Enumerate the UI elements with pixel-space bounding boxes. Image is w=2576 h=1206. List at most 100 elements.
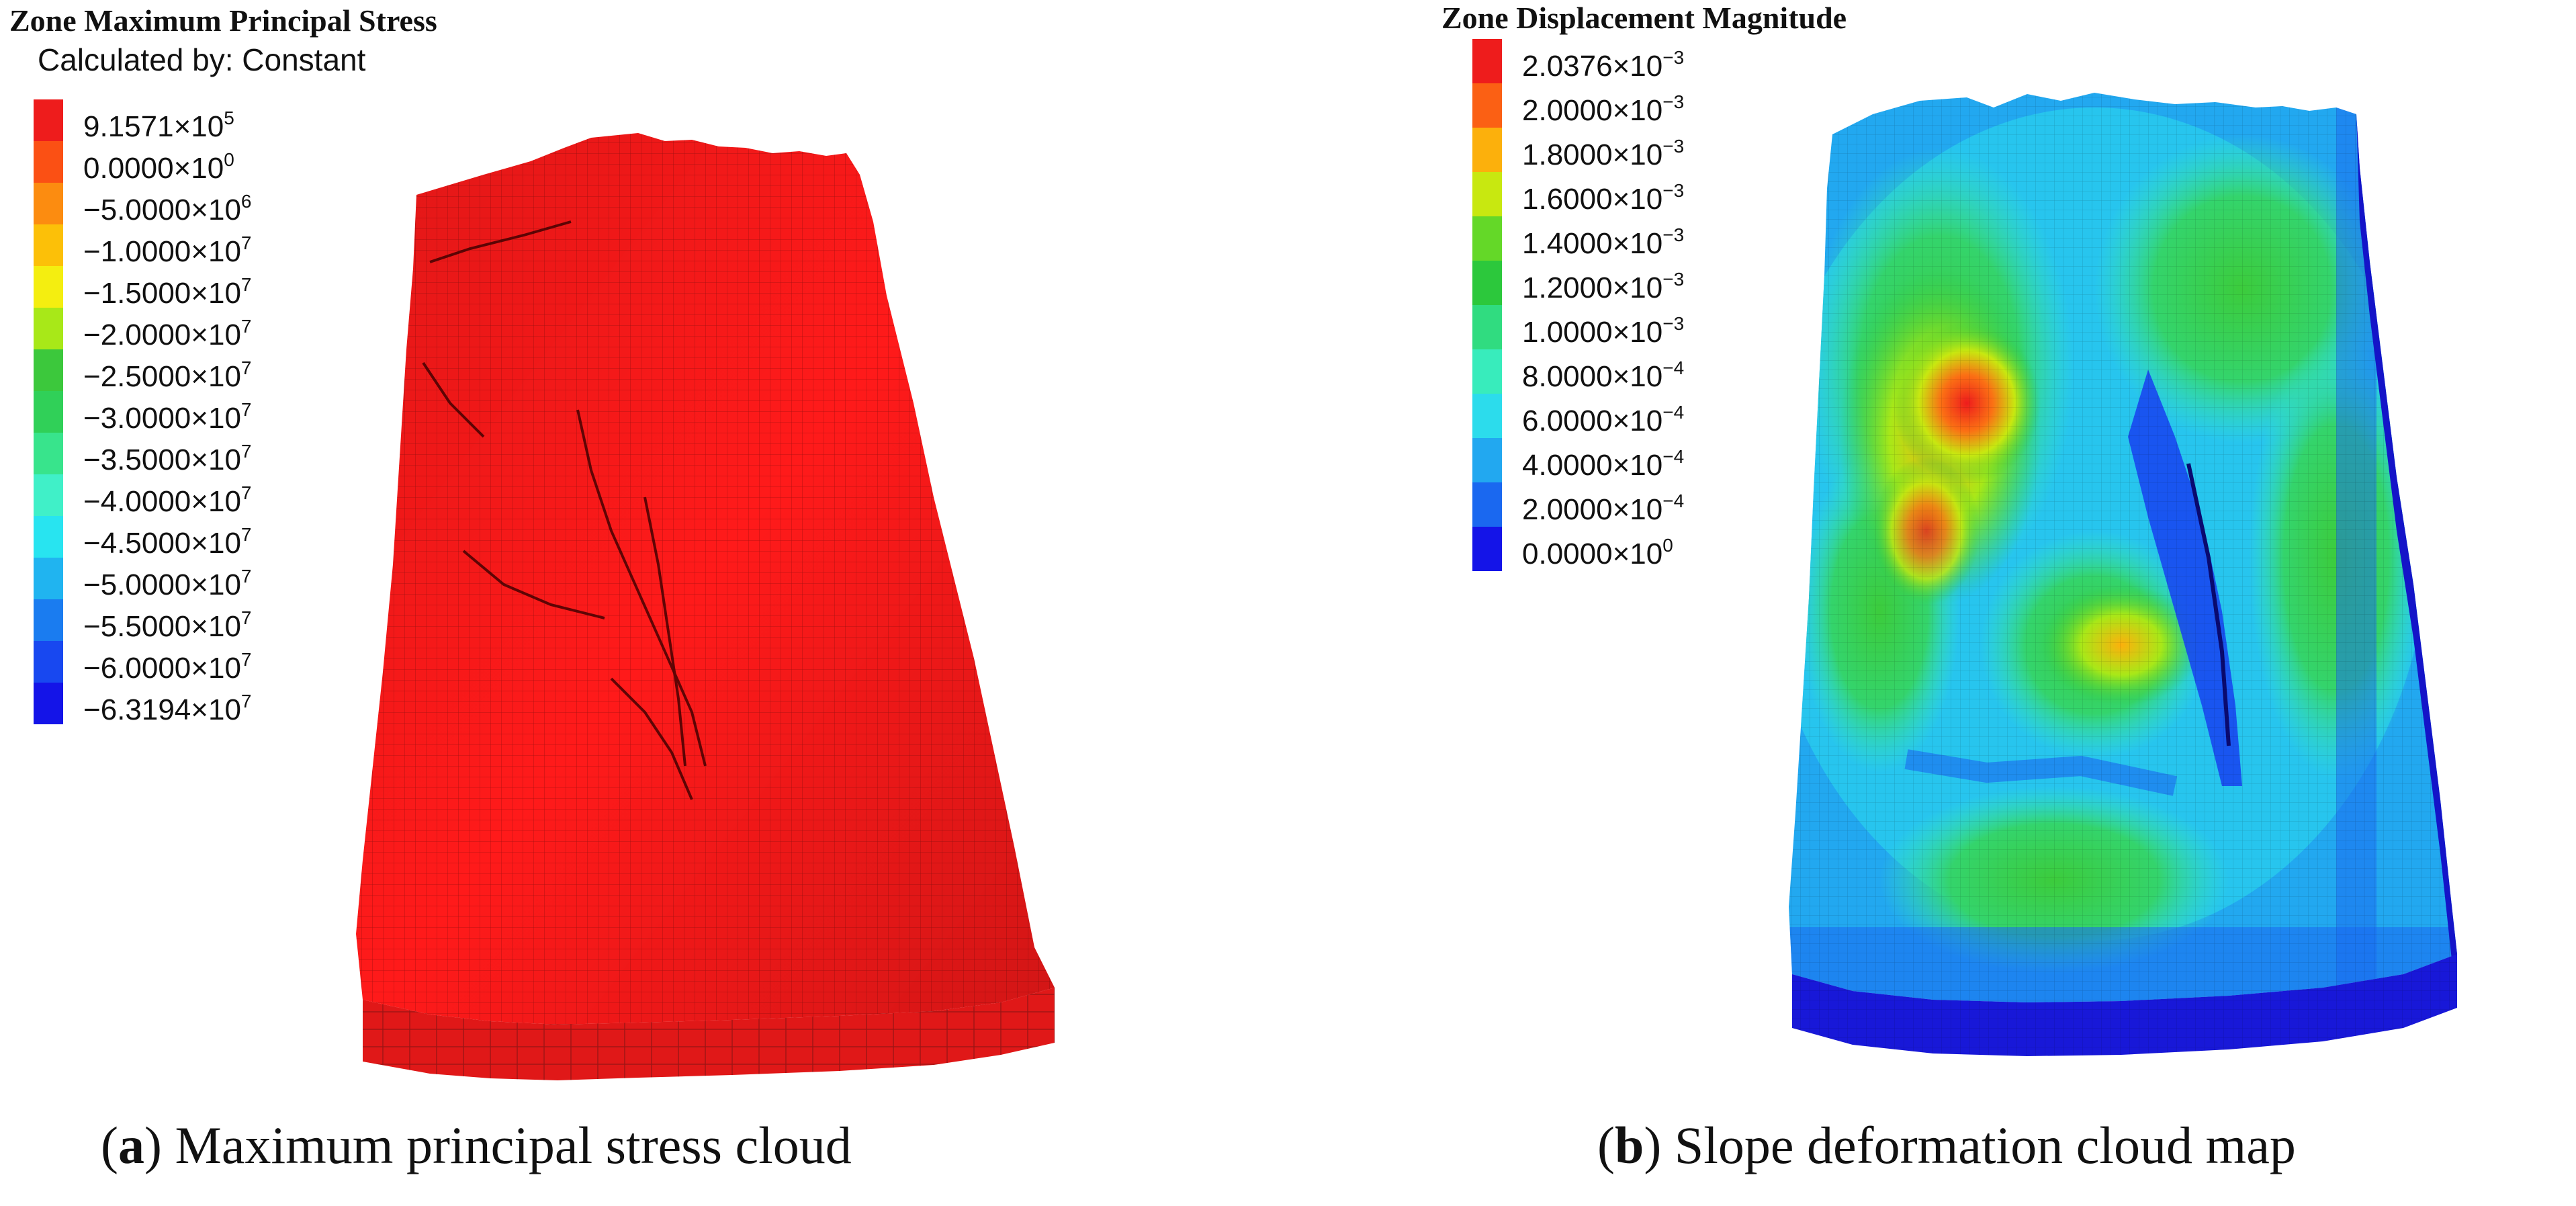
legend-exponent: 7 xyxy=(240,357,252,378)
legend-entry: −1.5000×107 xyxy=(34,266,504,311)
legend-entry: −5.5000×107 xyxy=(34,599,504,643)
legend-swatch xyxy=(34,433,63,474)
legend-swatch xyxy=(34,349,63,391)
legend-mantissa: −5.5000 xyxy=(83,610,191,643)
legend-times-ten: ×10 xyxy=(1612,360,1663,393)
legend-swatch xyxy=(34,599,63,641)
legend-entry: 6.0000×10−4 xyxy=(1472,394,1943,438)
legend-exponent: 0 xyxy=(1662,535,1673,556)
legend-times-ten: ×10 xyxy=(191,610,241,643)
legend-swatch xyxy=(1472,349,1502,394)
legend-swatch xyxy=(1472,39,1502,83)
legend-entry: 2.0000×10−3 xyxy=(1472,83,1943,128)
legend-entry: 4.0000×10−4 xyxy=(1472,438,1943,482)
legend-entry: −6.0000×107 xyxy=(34,641,504,685)
legend-entry: 1.2000×10−3 xyxy=(1472,261,1943,305)
legend-title: Zone Displacement Magnitude xyxy=(1441,1,1847,35)
legend-mantissa: −1.0000 xyxy=(83,235,191,268)
legend-entry: −6.3194×107 xyxy=(34,683,504,726)
legend-exponent: 7 xyxy=(240,441,252,462)
legend-mantissa: −2.5000 xyxy=(83,360,191,393)
legend-times-ten: ×10 xyxy=(191,568,241,601)
legend-label: −1.0000×107 xyxy=(83,226,252,269)
legend-times-ten: ×10 xyxy=(191,443,241,476)
stress-model-3d xyxy=(356,133,1055,1080)
legend-exponent: 6 xyxy=(240,191,252,212)
legend-mantissa: 2.0000 xyxy=(1522,493,1613,526)
legend-mantissa: −3.5000 xyxy=(83,443,191,476)
legend-swatch xyxy=(1472,172,1502,216)
legend-entry: 1.0000×10−3 xyxy=(1472,305,1943,349)
legend-label: −3.5000×107 xyxy=(83,434,252,478)
legend-mantissa: 0.0000 xyxy=(1522,537,1613,570)
legend-times-ten: ×10 xyxy=(1612,404,1663,437)
legend-label: −1.5000×107 xyxy=(83,267,252,311)
legend-label: 0.0000×100 xyxy=(83,142,234,186)
legend-label: −3.0000×107 xyxy=(83,392,252,436)
legend-times-ten: ×10 xyxy=(191,277,241,310)
legend-swatch xyxy=(1472,261,1502,305)
legend-entry: 8.0000×10−4 xyxy=(1472,349,1943,394)
legend-exponent: −3 xyxy=(1662,91,1685,112)
legend-label: 0.0000×100 xyxy=(1522,528,1673,572)
legend-entry: −2.0000×107 xyxy=(34,308,504,351)
legend-label: 1.6000×10−3 xyxy=(1522,173,1684,217)
legend-label: −4.0000×107 xyxy=(83,476,252,519)
legend-label: 2.0000×10−3 xyxy=(1522,85,1684,128)
surface-cracks xyxy=(422,220,707,800)
legend-mantissa: −2.0000 xyxy=(83,318,191,351)
legend-label: −5.0000×106 xyxy=(83,184,252,228)
legend-label: 9.1571×105 xyxy=(83,101,234,144)
legend-exponent: −3 xyxy=(1662,180,1685,201)
legend-title: Zone Maximum Principal Stress xyxy=(9,3,437,38)
legend-label: 2.0376×10−3 xyxy=(1522,40,1684,84)
legend-exponent: −3 xyxy=(1662,224,1685,245)
legend-times-ten: ×10 xyxy=(1612,449,1663,482)
legend-swatch xyxy=(34,641,63,683)
legend-times-ten: ×10 xyxy=(191,193,241,226)
legend-times-ten: ×10 xyxy=(1612,271,1663,304)
legend-swatch xyxy=(34,474,63,516)
legend-exponent: −4 xyxy=(1662,446,1685,467)
legend-swatch xyxy=(34,391,63,433)
legend-label: −2.5000×107 xyxy=(83,351,252,394)
legend-times-ten: ×10 xyxy=(173,152,224,185)
legend-swatch xyxy=(34,141,63,183)
legend-swatch xyxy=(34,224,63,266)
legend-exponent: 7 xyxy=(240,482,252,503)
legend-swatch xyxy=(1472,438,1502,482)
legend-mantissa: 1.8000 xyxy=(1522,138,1613,171)
legend-swatch xyxy=(34,183,63,224)
legend-swatch xyxy=(1472,83,1502,128)
legend-swatch xyxy=(1472,305,1502,349)
legend-mantissa: 6.0000 xyxy=(1522,404,1613,437)
legend-exponent: 7 xyxy=(240,566,252,587)
legend-mantissa: 1.6000 xyxy=(1522,183,1613,216)
legend-mantissa: 8.0000 xyxy=(1522,360,1613,393)
legend-mantissa: 1.0000 xyxy=(1522,316,1613,349)
legend-exponent: −3 xyxy=(1662,269,1685,290)
legend-mantissa: −3.0000 xyxy=(83,402,191,435)
legend-times-ten: ×10 xyxy=(1612,316,1663,349)
legend-swatch xyxy=(34,516,63,558)
legend-label: 1.2000×10−3 xyxy=(1522,262,1684,306)
legend-entry: −1.0000×107 xyxy=(34,224,504,269)
legend-entry: −2.5000×107 xyxy=(34,349,504,394)
legend-mantissa: 2.0000 xyxy=(1522,94,1613,127)
legend-exponent: −3 xyxy=(1662,313,1685,334)
legend-times-ten: ×10 xyxy=(1612,227,1663,260)
legend-exponent: 7 xyxy=(240,524,252,545)
legend-mantissa: −5.0000 xyxy=(83,193,191,226)
legend-times-ten: ×10 xyxy=(1612,183,1663,216)
legend-swatch xyxy=(1472,216,1502,261)
legend-mantissa: 1.4000 xyxy=(1522,227,1613,260)
legend-times-ten: ×10 xyxy=(1612,94,1663,127)
legend-times-ten: ×10 xyxy=(191,485,241,518)
legend-mantissa: 0.0000 xyxy=(83,152,174,185)
legend-times-ten: ×10 xyxy=(191,693,241,726)
legend-label: 4.0000×10−4 xyxy=(1522,439,1684,483)
legend-times-ten: ×10 xyxy=(1612,493,1663,526)
legend-entry: 0.0000×100 xyxy=(1472,527,1943,571)
legend-swatch xyxy=(34,683,63,724)
caption-text: Slope deformation cloud map xyxy=(1674,1116,2296,1174)
